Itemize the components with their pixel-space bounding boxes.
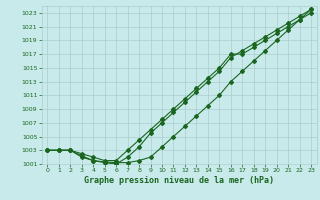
X-axis label: Graphe pression niveau de la mer (hPa): Graphe pression niveau de la mer (hPa): [84, 176, 274, 185]
